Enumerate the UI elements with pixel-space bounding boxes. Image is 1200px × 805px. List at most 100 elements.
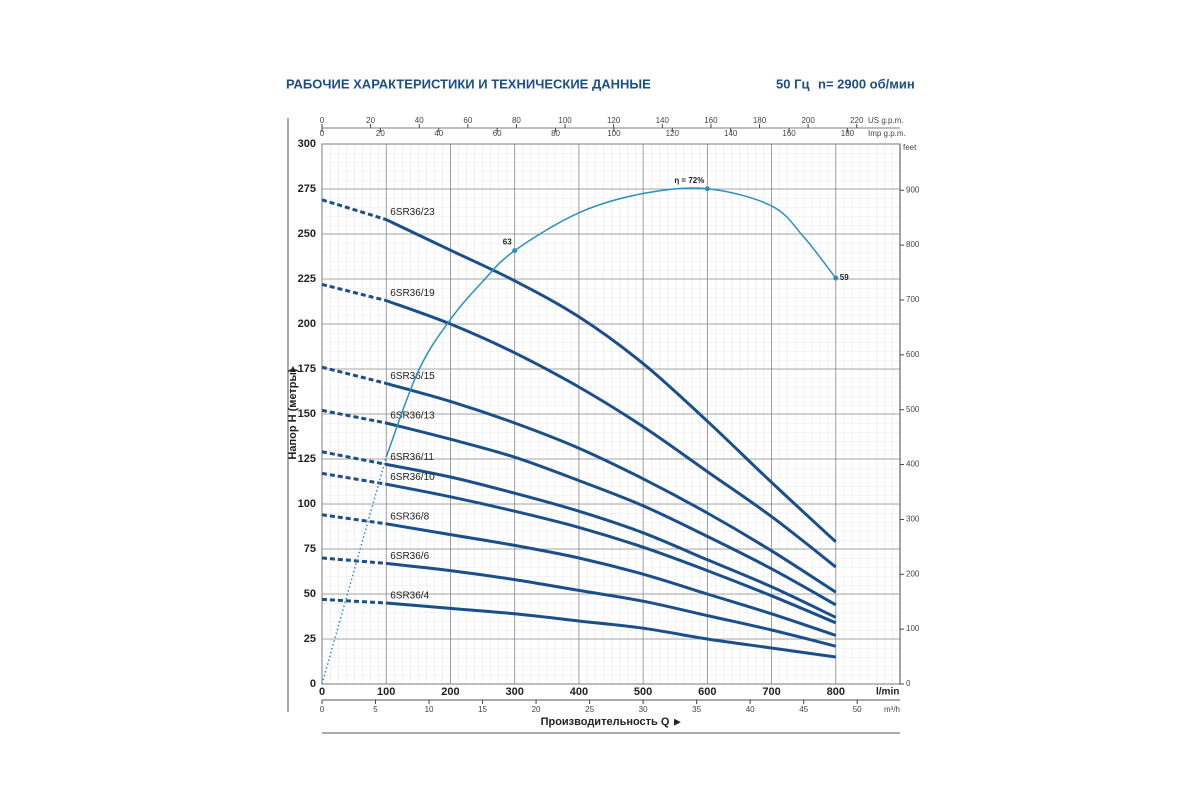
axis-tick-label: 100	[607, 129, 621, 138]
y2-tick-label: 800	[906, 240, 920, 249]
axis-tick-label: 120	[607, 116, 621, 125]
axis-tick-label: 180	[841, 129, 855, 138]
axis-tick-label: 35	[692, 705, 701, 714]
axis-tick-label: 25	[585, 705, 594, 714]
axis-unit: m³/h	[884, 705, 900, 714]
efficiency-label: 59	[840, 273, 849, 282]
y2-tick-label: 400	[906, 460, 920, 469]
axis-tick-label: 80	[551, 129, 560, 138]
y-tick-label: 275	[298, 183, 316, 195]
pump-curve-dashed	[321, 513, 387, 526]
axis-tick-label: 20	[366, 116, 375, 125]
axis-tick-label: 10	[425, 705, 434, 714]
axis-tick-label: 200	[801, 116, 815, 125]
axis-tick-label: 60	[493, 129, 502, 138]
efficiency-point	[512, 248, 518, 254]
pump-curve	[385, 482, 837, 625]
x-tick-label: 800	[827, 686, 845, 698]
curve-label: 6SR36/11	[390, 452, 434, 463]
axis-tick-label: 160	[782, 129, 796, 138]
axis-tick-label: 45	[799, 705, 808, 714]
axis-tick-label: 5	[373, 705, 378, 714]
pump-curve-dashed	[321, 556, 387, 565]
pump-curve	[385, 421, 837, 607]
curve-label: 6SR36/13	[390, 411, 435, 422]
x-axis-title: Производительность Q	[541, 716, 670, 728]
axis-tick-label: 30	[639, 705, 648, 714]
pump-curve	[385, 381, 837, 594]
y2-tick-label: 300	[906, 515, 920, 524]
x-tick-label: 700	[762, 686, 780, 698]
axis-tick-label: 20	[376, 129, 385, 138]
axis-tick-label: 120	[666, 129, 680, 138]
axis-tick-label: 140	[724, 129, 738, 138]
y2-unit: feet	[903, 143, 917, 152]
curve-label: 6SR36/15	[390, 371, 435, 382]
axis-tick-label: 15	[478, 705, 487, 714]
x-tick-label: 200	[441, 686, 459, 698]
efficiency-curve	[385, 187, 837, 458]
axis-tick-label: 40	[746, 705, 755, 714]
y-tick-label: 150	[298, 408, 316, 420]
x-tick-label: 100	[377, 686, 395, 698]
axis-tick-label: 20	[532, 705, 541, 714]
x-arrow: ▶	[674, 716, 681, 726]
axis-tick-label: 50	[853, 705, 862, 714]
pump-curve-dashed	[321, 471, 387, 486]
efficiency-label: 63	[503, 238, 512, 247]
chart-title: РАБОЧИЕ ХАРАКТЕРИСТИКИ И ТЕХНИЧЕСКИЕ ДАН…	[286, 76, 651, 91]
pump-curve-dashed	[321, 450, 387, 466]
y-tick-label: 75	[304, 543, 316, 555]
axis-tick-label: 220	[850, 116, 864, 125]
pump-curve-dashed	[321, 408, 387, 425]
y2-tick-label: 100	[906, 624, 920, 633]
y-arrow: ▶	[288, 365, 297, 372]
y-tick-label: 300	[298, 138, 316, 150]
axis-tick-label: 80	[512, 116, 521, 125]
curve-label: 6SR36/19	[390, 288, 435, 299]
pump-curve	[386, 601, 836, 659]
y-tick-label: 125	[298, 453, 316, 465]
axis-tick-label: 60	[463, 116, 472, 125]
axis-tick-label: 160	[704, 116, 718, 125]
pump-curve-dashed	[321, 198, 387, 222]
y-tick-label: 250	[298, 228, 316, 240]
curve-label: 6SR36/10	[390, 472, 435, 483]
axis-unit: Imp g.p.m.	[868, 129, 906, 138]
y-axis-title: Напор H (метры)	[287, 368, 299, 459]
y-tick-label: 50	[304, 588, 316, 600]
axis-tick-label: 0	[320, 705, 325, 714]
pump-curve-dashed	[321, 597, 387, 605]
x-tick-label: 300	[505, 686, 523, 698]
axis-tick-label: 0	[320, 129, 325, 138]
curve-label: 6SR36/8	[390, 511, 429, 522]
y2-tick-label: 200	[906, 569, 920, 578]
pump-curve	[385, 522, 837, 637]
y2-tick-label: 0	[906, 679, 911, 688]
x-tick-label: 0	[319, 686, 325, 698]
curve-label: 6SR36/23	[390, 207, 435, 218]
axis-tick-label: 0	[320, 116, 325, 125]
y-tick-label: 100	[298, 498, 316, 510]
pump-curve	[385, 299, 837, 569]
speed: n= 2900 об/мин	[818, 76, 915, 91]
x-tick-label: 600	[698, 686, 716, 698]
efficiency-point	[704, 186, 710, 192]
axis-tick-label: 100	[558, 116, 572, 125]
axis-tick-label: 40	[434, 129, 443, 138]
x-tick-label: 400	[570, 686, 588, 698]
pump-curve	[386, 561, 837, 648]
y-tick-label: 200	[298, 318, 316, 330]
efficiency-curve-dotted	[321, 456, 387, 685]
efficiency-point	[833, 275, 839, 281]
y2-tick-label: 900	[906, 185, 920, 194]
efficiency-label: η = 72%	[674, 176, 704, 185]
y-tick-label: 225	[298, 273, 316, 285]
x-tick-label: 500	[634, 686, 652, 698]
axis-tick-label: 180	[753, 116, 767, 125]
y2-tick-label: 600	[906, 350, 920, 359]
axis-tick-label: 40	[415, 116, 424, 125]
y-tick-label: 25	[304, 633, 316, 645]
x-unit: l/min	[876, 687, 899, 698]
